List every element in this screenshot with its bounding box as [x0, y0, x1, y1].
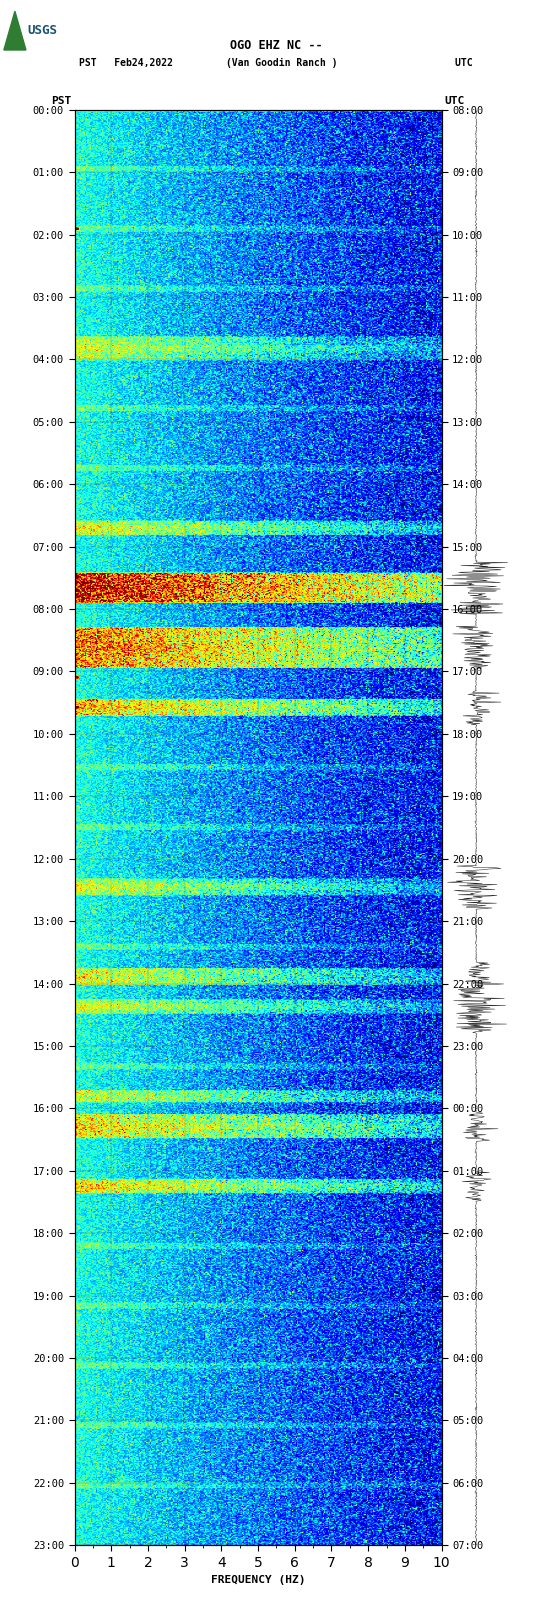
Text: PST   Feb24,2022         (Van Goodin Ranch )                    UTC: PST Feb24,2022 (Van Goodin Ranch ) UTC: [79, 58, 473, 68]
X-axis label: FREQUENCY (HZ): FREQUENCY (HZ): [211, 1576, 305, 1586]
Polygon shape: [4, 11, 26, 50]
Text: USGS: USGS: [28, 24, 57, 37]
Text: OGO EHZ NC --: OGO EHZ NC --: [230, 39, 322, 52]
Text: PST: PST: [51, 97, 72, 106]
Text: UTC: UTC: [444, 97, 465, 106]
